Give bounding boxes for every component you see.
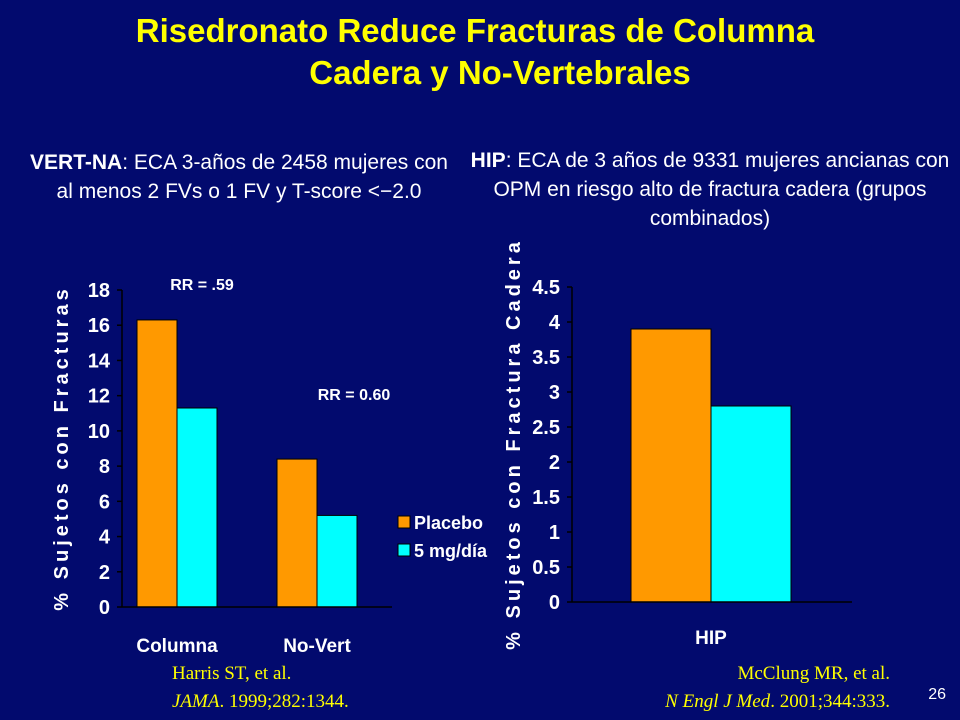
x-category-label-0-0: Columna bbox=[136, 636, 218, 657]
left-study-description: VERT-NA: ECA 3-años de 2458 mujeres con … bbox=[24, 148, 454, 206]
rr-annotation-0: RR = .59 bbox=[170, 277, 234, 294]
y-tick-label-0-6: 12 bbox=[88, 386, 110, 408]
y-tick-label-0-4: 8 bbox=[99, 456, 110, 478]
y-tick-label-0-1: 2 bbox=[99, 562, 110, 584]
x-category-label-1-0: HIP bbox=[695, 628, 727, 649]
rr-annotation-1: RR = 0.60 bbox=[318, 387, 391, 404]
bar-0-0-1 bbox=[276, 458, 318, 608]
bar-1-1-0 bbox=[710, 405, 792, 603]
y-tick-label-0-7: 14 bbox=[88, 350, 111, 372]
legend-swatch-0 bbox=[397, 515, 411, 529]
right-reference-citation: . 2001;344:333. bbox=[770, 691, 890, 712]
y-axis-title-1: % Sujetos con Fractura Cadera bbox=[503, 238, 525, 650]
right-reference-authors: McClung MR, et al. bbox=[737, 663, 890, 684]
left-reference: Harris ST, et al. JAMA. 1999;282:1344. bbox=[172, 660, 472, 716]
y-tick-label-1-9: 4.5 bbox=[532, 277, 560, 299]
y-axis-title-0: % Sujetos con Fracturas bbox=[51, 285, 73, 610]
bar-1-0-0 bbox=[630, 328, 712, 603]
right-study-description: HIP: ECA de 3 años de 9331 mujeres ancia… bbox=[470, 146, 950, 233]
x-category-label-0-1: No-Vert bbox=[283, 636, 351, 657]
y-tick-label-1-8: 4 bbox=[549, 312, 561, 334]
bar-0-1-1 bbox=[316, 514, 358, 608]
y-tick-label-0-5: 10 bbox=[88, 421, 110, 443]
right-study-name: HIP bbox=[470, 149, 506, 172]
y-tick-label-0-0: 0 bbox=[99, 597, 110, 619]
y-tick-label-1-4: 2 bbox=[549, 452, 560, 474]
y-tick-label-1-5: 2.5 bbox=[532, 417, 560, 439]
y-tick-label-0-8: 16 bbox=[88, 315, 110, 337]
title-line-2: Cadera y No-Vertebrales bbox=[309, 54, 691, 91]
left-study-text: : ECA 3-años de 2458 mujeres con al meno… bbox=[56, 151, 448, 203]
y-tick-label-1-3: 1.5 bbox=[532, 487, 560, 509]
right-reference-journal: N Engl J Med bbox=[665, 691, 771, 712]
y-tick-label-1-7: 3.5 bbox=[532, 347, 560, 369]
y-tick-label-1-1: 0.5 bbox=[532, 557, 560, 579]
y-tick-label-0-9: 18 bbox=[88, 280, 110, 302]
right-study-text: : ECA de 3 años de 9331 mujeres ancianas… bbox=[493, 149, 950, 230]
left-reference-citation: . 1999;282:1344. bbox=[219, 691, 349, 712]
y-tick-label-0-3: 6 bbox=[99, 491, 110, 513]
legend-label-0: Placebo bbox=[414, 513, 483, 533]
legend-label-1: 5 mg/día bbox=[414, 541, 488, 561]
page-number: 26 bbox=[928, 686, 946, 703]
bar-0-0-0 bbox=[136, 319, 178, 608]
legend-swatch-1 bbox=[397, 543, 411, 557]
y-tick-label-1-0: 0 bbox=[549, 592, 560, 614]
right-reference: McClung MR, et al. N Engl J Med. 2001;34… bbox=[560, 660, 890, 716]
y-tick-label-0-2: 4 bbox=[99, 527, 111, 549]
left-reference-authors: Harris ST, et al. bbox=[172, 663, 292, 684]
slide-title: Risedronato Reduce Fracturas de Columna … bbox=[0, 10, 960, 94]
left-study-name: VERT-NA bbox=[30, 151, 123, 174]
left-reference-journal: JAMA bbox=[172, 691, 220, 712]
y-tick-label-1-2: 1 bbox=[549, 522, 560, 544]
y-tick-label-1-6: 3 bbox=[549, 382, 560, 404]
title-line-1: Risedronato Reduce Fracturas de Columna bbox=[135, 12, 815, 49]
bar-0-1-0 bbox=[176, 407, 218, 608]
